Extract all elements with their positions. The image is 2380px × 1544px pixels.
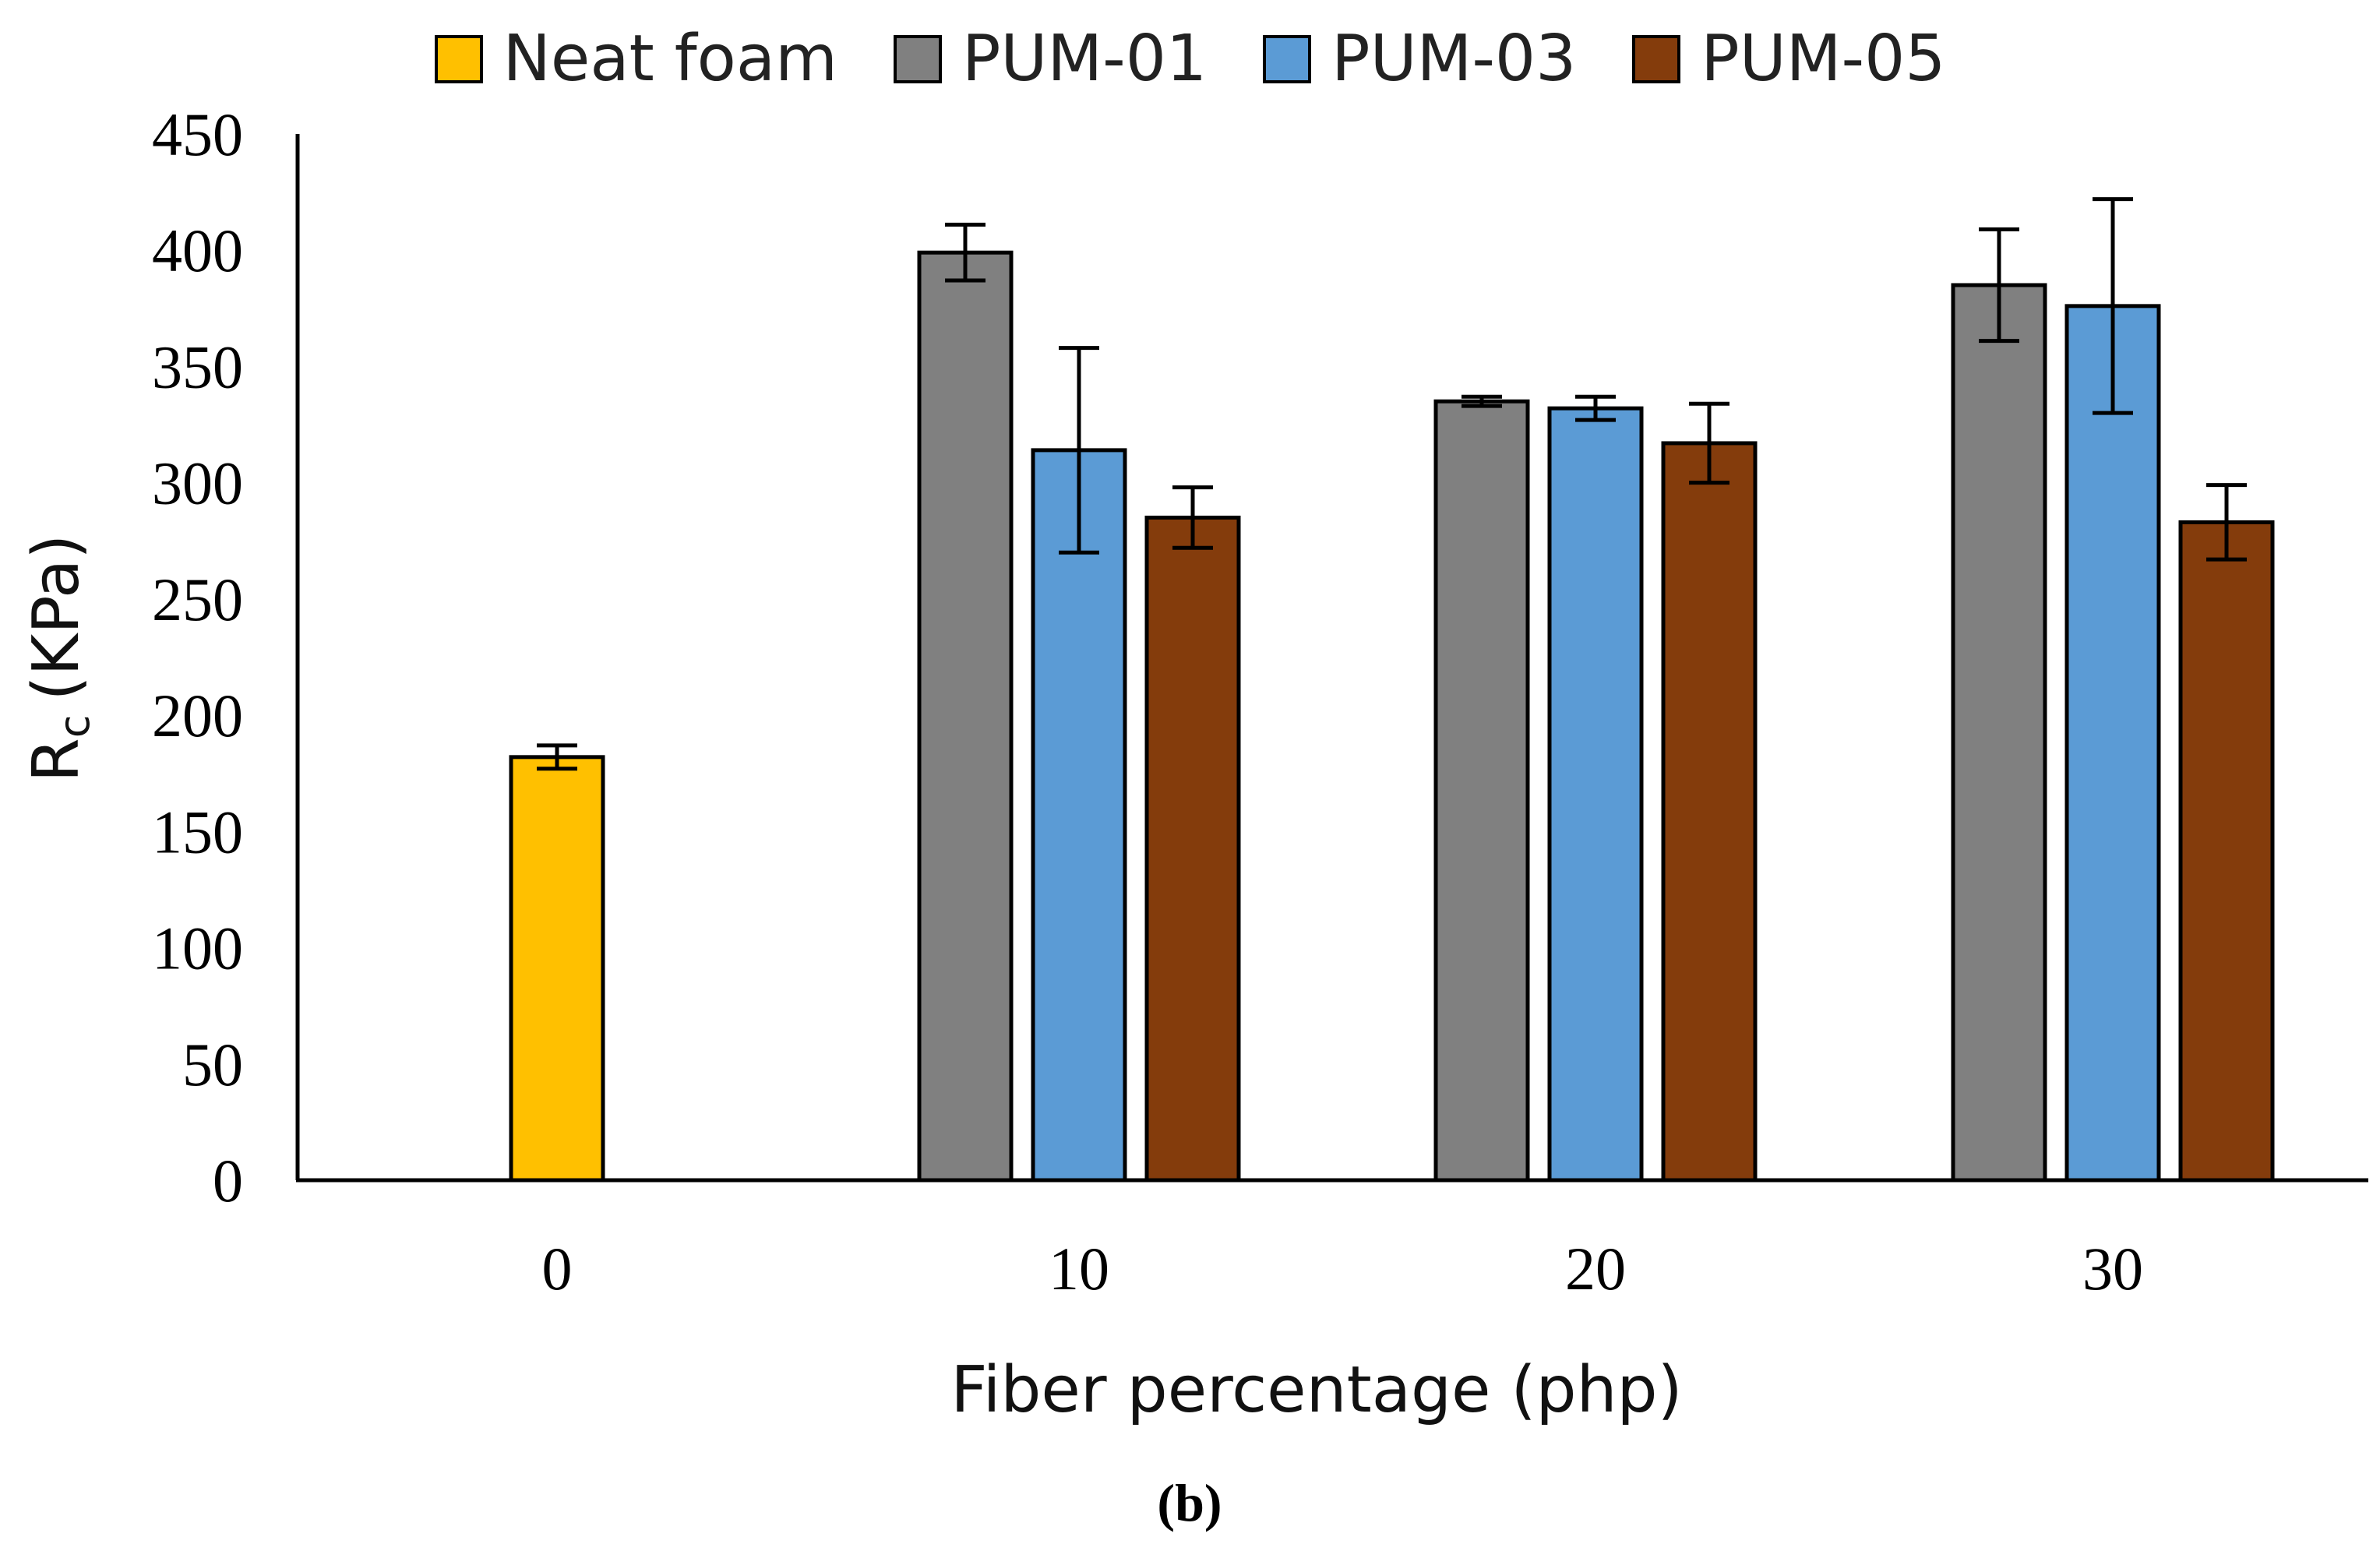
error-bars xyxy=(537,197,2247,771)
y-axis-title-unit: (KPa) xyxy=(19,534,93,701)
x-tick-label: 30 xyxy=(2082,1235,2143,1303)
legend-label: PUM-03 xyxy=(1331,22,1577,96)
bar-pum-05-20 xyxy=(1661,441,1758,1183)
y-tick-label: 350 xyxy=(152,333,243,400)
y-tick-label: 250 xyxy=(152,566,243,633)
caption-open: ( xyxy=(1157,1473,1175,1532)
bar-pum-05-10 xyxy=(1144,515,1241,1183)
legend-item-pum-05: PUM-05 xyxy=(1632,22,1945,96)
error-bar-pum-01-20 xyxy=(1461,394,1502,408)
y-axis-title-subscript: c xyxy=(50,715,99,739)
legend: Neat foam PUM-01 PUM-03 PUM-05 xyxy=(0,22,2380,96)
error-bar-neat-foam-0 xyxy=(537,743,577,771)
legend-swatch xyxy=(1263,34,1312,83)
legend-label: PUM-05 xyxy=(1701,22,1946,96)
y-tick-label: 100 xyxy=(152,915,243,982)
error-bar-pum-01-30 xyxy=(1979,227,2019,344)
error-bar-pum-05-10 xyxy=(1172,485,1213,550)
legend-item-pum-01: PUM-01 xyxy=(893,22,1208,96)
x-tick-label: 0 xyxy=(542,1235,573,1303)
y-tick-labels: 0 50 100 150 200 250 300 350 400 450 xyxy=(152,100,243,1214)
figure-caption: (b) xyxy=(1157,1473,1222,1532)
x-tick-label: 10 xyxy=(1049,1235,1109,1303)
legend-label: Neat foam xyxy=(502,22,837,96)
legend-label: PUM-01 xyxy=(961,22,1208,96)
legend-item-neat-foam: Neat foam xyxy=(434,22,837,96)
y-tick-label: 200 xyxy=(152,682,243,749)
legend-swatch xyxy=(434,34,483,83)
error-bar-pum-03-20 xyxy=(1575,394,1616,422)
bar-pum-01-30 xyxy=(1951,283,2047,1183)
y-tick-label: 150 xyxy=(152,798,243,865)
bar-pum-01-10 xyxy=(917,250,1014,1183)
legend-swatch xyxy=(1632,34,1681,83)
bar-pum-05-30 xyxy=(2178,520,2275,1183)
bar-pum-01-20 xyxy=(1433,399,1530,1183)
x-tick-label: 20 xyxy=(1565,1235,1626,1303)
bar-neat-foam-0 xyxy=(509,755,605,1183)
legend-swatch xyxy=(893,34,942,83)
x-tick-labels: 0 10 20 30 xyxy=(542,1235,2144,1303)
y-axis-title-main: R xyxy=(19,738,93,782)
caption-close: ) xyxy=(1204,1473,1222,1532)
y-tick-label: 300 xyxy=(152,449,243,517)
y-tick-label: 0 xyxy=(213,1147,243,1214)
bars xyxy=(509,250,2275,1183)
legend-item-pum-03: PUM-03 xyxy=(1263,22,1576,96)
y-tick-label: 450 xyxy=(152,100,243,168)
error-bar-pum-03-10 xyxy=(1059,346,1099,555)
x-axis-title: Fiber percentage (php) xyxy=(950,1353,1682,1427)
error-bar-pum-01-10 xyxy=(945,222,985,283)
y-axis-title: Rc (KPa) xyxy=(19,534,99,782)
error-bar-pum-03-30 xyxy=(2093,197,2133,415)
error-bar-pum-05-20 xyxy=(1689,401,1729,485)
y-tick-label: 400 xyxy=(152,217,243,284)
bar-pum-03-30 xyxy=(2064,304,2161,1183)
bar-pum-03-10 xyxy=(1031,448,1127,1183)
caption-letter: b xyxy=(1175,1473,1204,1532)
error-bar-pum-05-30 xyxy=(2206,483,2247,562)
bar-pum-03-20 xyxy=(1547,406,1644,1183)
y-tick-label: 50 xyxy=(182,1031,243,1098)
